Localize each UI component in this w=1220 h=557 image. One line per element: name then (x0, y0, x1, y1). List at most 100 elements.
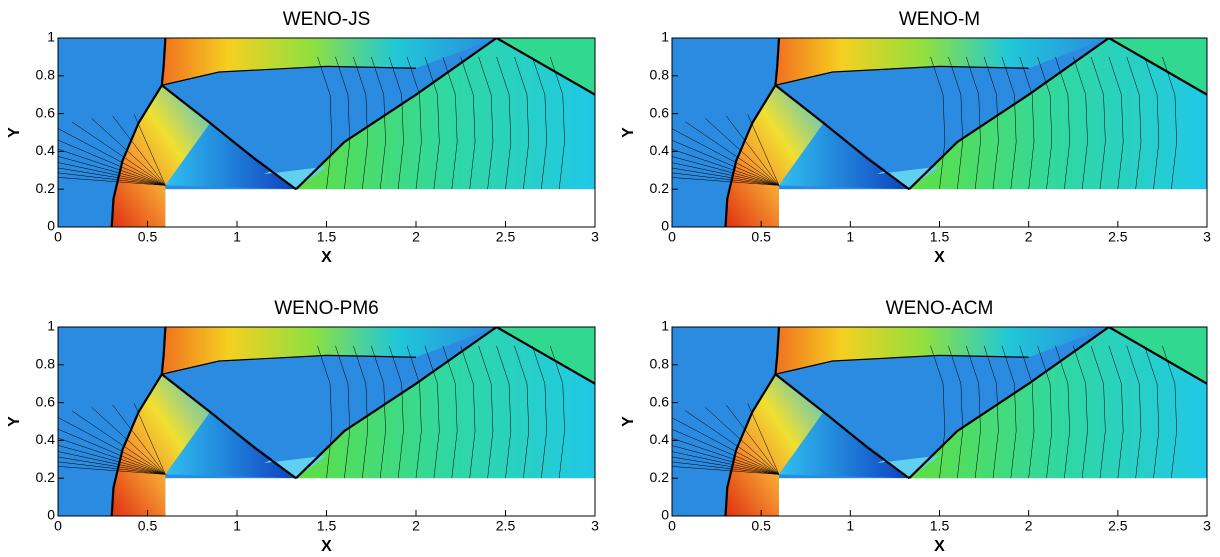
x-tick-label: 1.5 (317, 518, 337, 534)
contour-line (514, 345, 530, 479)
region-fan (165, 412, 297, 479)
panel-title: WENO-ACM (886, 298, 994, 319)
contour-line (91, 407, 166, 475)
contour-line (514, 56, 530, 190)
contour-line (353, 345, 368, 479)
x-tick-label: 1 (846, 229, 854, 245)
x-axis-label: X (321, 249, 332, 266)
panel: WENO-ACM 0 0.5 1 1.5 2 2.5 3 0 0.2 0.4 0.6 0.8 1 X Y (620, 298, 1211, 555)
contour-line (58, 466, 166, 475)
contour-line (672, 437, 780, 475)
shock (161, 373, 297, 480)
y-tick-label: 0.4 (36, 142, 56, 158)
contour-line (371, 345, 386, 479)
contour-line (948, 345, 963, 479)
y-tick-label: 0.2 (650, 180, 670, 196)
region-right (909, 327, 1207, 479)
x-tick-label: 1 (233, 518, 241, 534)
contour-line (672, 429, 780, 475)
contour-line (1144, 345, 1160, 479)
y-tick-label: 0.8 (36, 356, 56, 372)
y-tick-label: 0.6 (36, 393, 56, 409)
panel-title: WENO-M (899, 9, 980, 30)
contour-line (672, 128, 780, 186)
y-axis-label: Y (620, 416, 637, 427)
panel-title: WENO-PM6 (274, 298, 379, 319)
contour-line (1019, 345, 1035, 479)
contour-line (1019, 56, 1035, 190)
contour-line (672, 445, 780, 475)
x-axis-label: X (321, 538, 332, 555)
contour-line (58, 172, 166, 186)
contour-line (58, 437, 166, 475)
y-tick-label: 0.6 (36, 104, 56, 120)
region-top (161, 38, 497, 86)
region-top (775, 38, 1109, 86)
x-tick-label: 2.5 (496, 518, 516, 534)
field (58, 327, 595, 516)
y-tick-label: 0 (47, 218, 55, 234)
contour-line (133, 114, 166, 186)
contour-line (353, 56, 368, 190)
contour-line (726, 404, 780, 475)
x-tick-label: 3 (1203, 229, 1211, 245)
contour-line (930, 345, 946, 479)
y-tick-label: 0.2 (36, 469, 56, 485)
y-axis-label: Y (620, 127, 637, 138)
contour-line (460, 56, 476, 190)
contour-line (71, 410, 166, 475)
y-tick-label: 0.2 (36, 180, 56, 196)
contour-line (550, 345, 565, 479)
contour-line (726, 115, 780, 186)
contour-line (705, 407, 780, 475)
step (779, 189, 1207, 227)
region-low (725, 85, 824, 227)
contour-line (672, 466, 780, 475)
region-right (909, 38, 1207, 190)
contour-line (1162, 345, 1177, 479)
slip-line (775, 65, 1029, 86)
x-tick-label: 1 (233, 229, 241, 245)
contour-line (672, 456, 780, 475)
contour-line (672, 162, 780, 186)
contour-line (371, 56, 386, 190)
contour-line (930, 56, 946, 190)
region-low (725, 374, 824, 516)
contour-line (672, 177, 780, 186)
shock (724, 38, 781, 227)
field (672, 38, 1207, 227)
contour-line (983, 56, 999, 190)
region-fan (779, 123, 910, 190)
contour-line (58, 428, 166, 475)
y-axis-label: Y (6, 416, 23, 427)
contour-line (747, 114, 780, 186)
contour-line (112, 404, 166, 475)
step (165, 189, 595, 227)
field (58, 38, 595, 227)
shock (295, 327, 595, 479)
panel: WENO-M 0 0.5 1 1.5 2 2.5 3 0 0.2 0.4 0.6 0.8 1 X Y (620, 9, 1211, 266)
y-tick-label: 0 (47, 507, 55, 523)
contour-line (1073, 345, 1088, 479)
x-tick-label: 2 (412, 518, 420, 534)
contour-line (496, 56, 512, 190)
contour-line (112, 115, 166, 186)
region-slip (877, 166, 940, 190)
contour-line (672, 461, 780, 475)
contour-line (58, 128, 166, 186)
field (672, 327, 1207, 516)
x-tick-label: 1 (846, 518, 854, 534)
region-slip (263, 455, 327, 479)
shock (774, 84, 910, 191)
contour-line (1126, 345, 1142, 479)
x-tick-label: 0.5 (138, 229, 158, 245)
contour-line (442, 56, 458, 190)
contour-line (672, 140, 780, 186)
contour-line (1055, 345, 1070, 479)
contour-line (58, 461, 166, 475)
y-tick-label: 0.8 (36, 67, 56, 83)
x-tick-label: 0.5 (138, 518, 158, 534)
contour-line (58, 177, 166, 186)
contour-line (1037, 56, 1053, 190)
region-top (775, 327, 1109, 375)
